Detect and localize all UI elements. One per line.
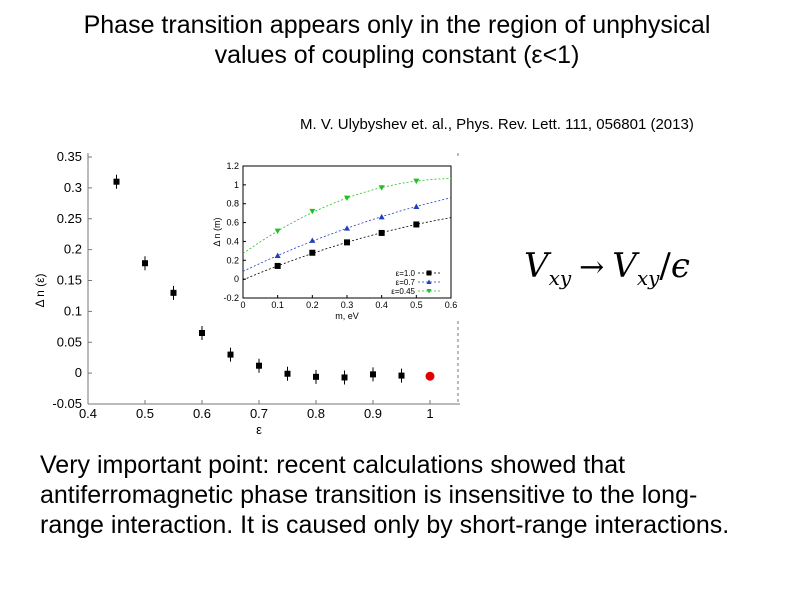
- data-point: [170, 289, 177, 296]
- inset-x-tick-label: 0.3: [341, 300, 354, 310]
- inset-y-axis-label: Δ n (m): [212, 217, 222, 246]
- main-chart: -0.05 0 0.05 0.1 0.15 0.2 0.25 0.3 0.35 0.4 0.5 0.6…: [33, 149, 460, 437]
- inset-x-tick-label: 0.6: [445, 300, 458, 310]
- data-point: [199, 329, 205, 336]
- data-point: [378, 185, 385, 191]
- inset-x-axis-label: m, eV: [335, 311, 359, 321]
- data-point: [413, 203, 420, 209]
- data-point: [378, 229, 385, 236]
- inset-x-tick-label: 0.1: [271, 300, 284, 310]
- data-point: [313, 373, 319, 380]
- inset-legend: ε=1.0ε=0.7ε=0.45: [391, 269, 440, 296]
- main-x-axis-label: ε: [256, 422, 262, 437]
- note-text: Very important point: recent calculation…: [40, 451, 730, 539]
- data-point: [413, 221, 420, 228]
- main-x-tick-label: 0.8: [307, 406, 325, 421]
- legend-marker: [426, 289, 432, 294]
- main-x-tick-label: 0.5: [136, 406, 154, 421]
- inset-y-tick-label: 1.2: [226, 161, 239, 171]
- data-point: [413, 178, 420, 185]
- inset-x-tick-label: 0.2: [306, 300, 319, 310]
- legend-label: ε=1.0: [396, 269, 416, 278]
- data-point: [284, 370, 291, 377]
- data-point: [274, 252, 281, 258]
- inset-y-tick-label: 0.4: [226, 236, 239, 246]
- main-y-tick-label: 0.3: [64, 180, 82, 195]
- data-point: [425, 371, 435, 381]
- data-point: [309, 249, 316, 256]
- data-point: [274, 228, 281, 235]
- data-point: [344, 225, 350, 231]
- formula: Vxy → Vxy/ϵ: [524, 246, 690, 290]
- main-x-tick-label: 0.4: [79, 406, 97, 421]
- data-point: [142, 260, 148, 267]
- main-x-tick-label: 0.6: [193, 406, 211, 421]
- main-y-tick-label: 0.05: [57, 334, 82, 349]
- data-point: [227, 351, 234, 358]
- inset-y-tick-label: 0: [234, 274, 239, 284]
- legend-marker: [426, 279, 432, 284]
- data-point: [344, 239, 350, 246]
- inset-series: [242, 178, 452, 254]
- formula-epsilon: ϵ: [670, 246, 690, 286]
- data-point: [378, 213, 385, 220]
- inset-background: [205, 158, 460, 320]
- inset-y-tick-label: 0.6: [226, 218, 239, 228]
- main-y-tick-label: 0.1: [64, 303, 82, 318]
- inset-y-tick-label: -0.2: [223, 293, 239, 303]
- title-line-2: values of coupling constant (ε<1): [214, 41, 580, 69]
- main-y-tick-label: 0.25: [57, 211, 82, 226]
- main-series: [113, 174, 405, 385]
- data-point: [341, 374, 348, 381]
- inset-series: [242, 197, 452, 272]
- formula-sub: xy: [548, 266, 572, 290]
- main-y-axis-label: Δ n (ε): [33, 273, 47, 307]
- main-x-tick-label: 1: [426, 406, 433, 421]
- main-y-tick-label: 0.2: [64, 242, 82, 257]
- inset-series: [242, 217, 452, 281]
- main-y-tick-label: -0.05: [52, 396, 82, 411]
- legend-marker: [426, 270, 432, 276]
- legend-label: ε=0.45: [391, 287, 415, 296]
- legend-label: ε=0.7: [396, 278, 416, 287]
- inset-x-tick-label: 0: [240, 300, 245, 310]
- formula-slash: /: [659, 246, 671, 286]
- inset-y-tick-label: 0.2: [226, 255, 239, 265]
- main-x-tick-label: 0.9: [364, 406, 382, 421]
- data-point: [344, 195, 350, 202]
- main-series: [425, 371, 435, 381]
- data-point: [370, 371, 376, 378]
- inset-y-tick-label: 0.8: [226, 199, 239, 209]
- citation: M. V. Ulybyshev et. al., Phys. Rev. Lett…: [300, 116, 694, 133]
- data-point: [274, 262, 281, 269]
- inset-y-tick-label: 1: [234, 180, 239, 190]
- data-point: [113, 178, 120, 185]
- inset-x-tick-label: 0.5: [410, 300, 423, 310]
- inset-x-tick-label: 0.4: [375, 300, 388, 310]
- data-point: [398, 372, 405, 379]
- inset-chart: -0.200.20.40.60.811.20 0.1 0.2 0.3 0.4 0.5 0.6…: [205, 158, 460, 321]
- data-point: [256, 362, 262, 369]
- main-x-tick-label: 0.7: [250, 406, 268, 421]
- title-line-1: Phase transition appears only in the reg…: [83, 11, 711, 39]
- formula-arrow: →: [579, 250, 605, 285]
- data-point: [309, 208, 316, 215]
- main-y-tick-label: 0.35: [57, 149, 82, 164]
- slide-title: Phase transition appears only in the reg…: [20, 10, 774, 70]
- formula-sub2: xy: [636, 266, 660, 290]
- data-point: [309, 237, 316, 243]
- formula-v2: V: [612, 246, 637, 286]
- main-y-tick-label: 0.15: [57, 273, 82, 288]
- formula-v: V: [524, 246, 549, 286]
- main-y-tick-label: 0: [75, 365, 82, 380]
